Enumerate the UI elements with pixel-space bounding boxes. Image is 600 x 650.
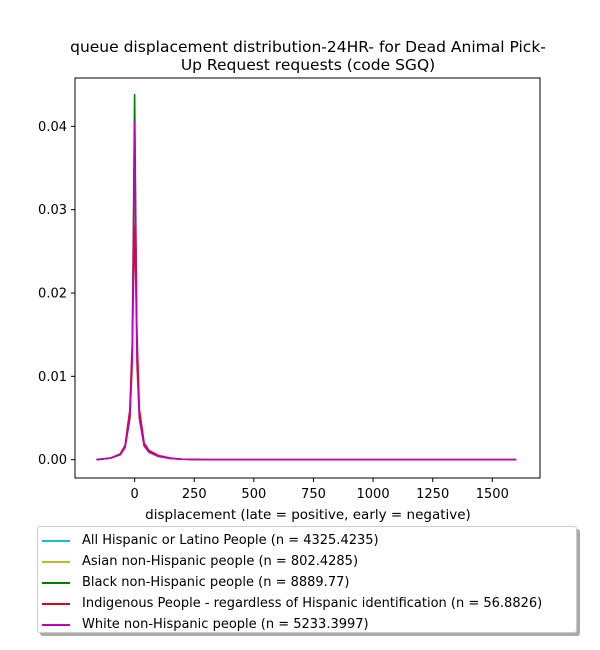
x-tick-label: 0	[130, 487, 138, 502]
legend-label: All Hispanic or Latino People (n = 4325.…	[82, 533, 379, 548]
legend-swatch	[42, 623, 70, 626]
legend-swatch	[42, 539, 70, 542]
legend-label: Indigenous People - regardless of Hispan…	[82, 596, 543, 611]
y-tick-label: 0.04	[38, 120, 67, 135]
y-tick-label: 0.01	[38, 370, 67, 385]
legend-swatch	[42, 581, 70, 584]
legend-label: White non-Hispanic people (n = 5233.3997…	[82, 617, 369, 632]
legend-swatch	[42, 602, 70, 605]
legend-label: Black non-Hispanic people (n = 8889.77)	[82, 575, 350, 590]
y-tick-label: 0.02	[38, 287, 67, 302]
series-line-1	[96, 200, 517, 461]
series-line-0	[96, 175, 517, 461]
x-tick-label: 750	[301, 487, 326, 502]
x-tick-label: 500	[241, 487, 266, 502]
legend-label: Asian non-Hispanic people (n = 802.4285)	[82, 554, 359, 569]
legend-item: All Hispanic or Latino People (n = 4325.…	[38, 530, 576, 551]
legend: All Hispanic or Latino People (n = 4325.…	[37, 526, 577, 633]
legend-swatch	[42, 560, 70, 563]
x-axis-label: displacement (late = positive, early = n…	[145, 507, 471, 523]
chart-title-line-2: Up Request requests (code SGQ)	[181, 56, 435, 74]
x-tick-label: 1000	[357, 487, 390, 502]
x-tick-label: 1250	[416, 487, 449, 502]
legend-item: White non-Hispanic people (n = 5233.3997…	[38, 614, 576, 635]
x-tick-label: 250	[182, 487, 207, 502]
plot-area: 0 250 500 750 1000 1250 1500 0.00 0.01 0.02 0.03 0.…	[38, 77, 541, 502]
y-tick-label: 0.03	[38, 203, 67, 218]
chart-title-line-1: queue displacement distribution-24HR- fo…	[70, 38, 546, 56]
x-tick-label: 1500	[476, 487, 509, 502]
series-line-2	[96, 93, 517, 461]
legend-item: Black non-Hispanic people (n = 8889.77)	[38, 572, 576, 593]
legend-item: Indigenous People - regardless of Hispan…	[38, 593, 576, 614]
legend-item: Asian non-Hispanic people (n = 802.4285)	[38, 551, 576, 572]
plot-frame	[74, 77, 541, 479]
series-line-4	[96, 121, 517, 461]
y-tick-label: 0.00	[38, 453, 67, 468]
series-line-3	[96, 225, 517, 461]
